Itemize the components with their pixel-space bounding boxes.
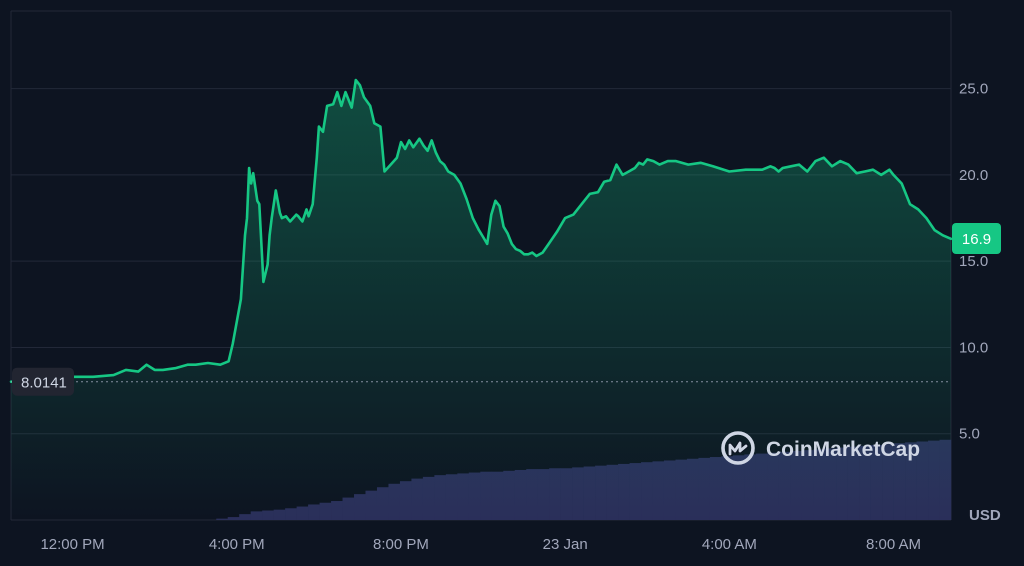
current-price-badge: 16.9: [952, 223, 1001, 254]
coinmarketcap-logo-icon: [721, 431, 755, 465]
x-tick-label: 4:00 PM: [209, 536, 265, 553]
x-axis-ticks: 12:00 PM 4:00 PM 8:00 PM 23 Jan 4:00 AM 8:00 …: [40, 536, 921, 553]
open-price-badge: [12, 367, 74, 396]
unit-label: USD: [969, 507, 1001, 524]
price-line-group: [9, 78, 953, 383]
x-tick-label: 23 Jan: [543, 536, 588, 553]
current-price-label: 16.9: [962, 231, 991, 248]
y-tick-label: 10.0: [959, 339, 988, 356]
brand-name: CoinMarketCap: [766, 438, 920, 461]
y-tick-label: 5.0: [959, 426, 980, 443]
x-tick-label: 12:00 PM: [40, 536, 104, 553]
x-tick-label: 8:00 AM: [866, 536, 921, 553]
y-axis-ticks: 5.0 10.0 15.0 20.0 25.0: [959, 81, 988, 443]
price-area-fill: [11, 80, 951, 520]
coinmarketcap-watermark: CoinMarketCap: [721, 431, 920, 465]
open-price-marker: 8.0141: [11, 367, 951, 396]
open-price-label: 8.0141: [21, 375, 67, 392]
price-area: [11, 80, 951, 520]
y-tick-label: 20.0: [959, 167, 988, 184]
y-tick-label: 15.0: [959, 253, 988, 270]
x-tick-label: 8:00 PM: [373, 536, 429, 553]
price-line: [9, 78, 953, 383]
y-tick-label: 25.0: [959, 81, 988, 98]
x-tick-label: 4:00 AM: [702, 536, 757, 553]
